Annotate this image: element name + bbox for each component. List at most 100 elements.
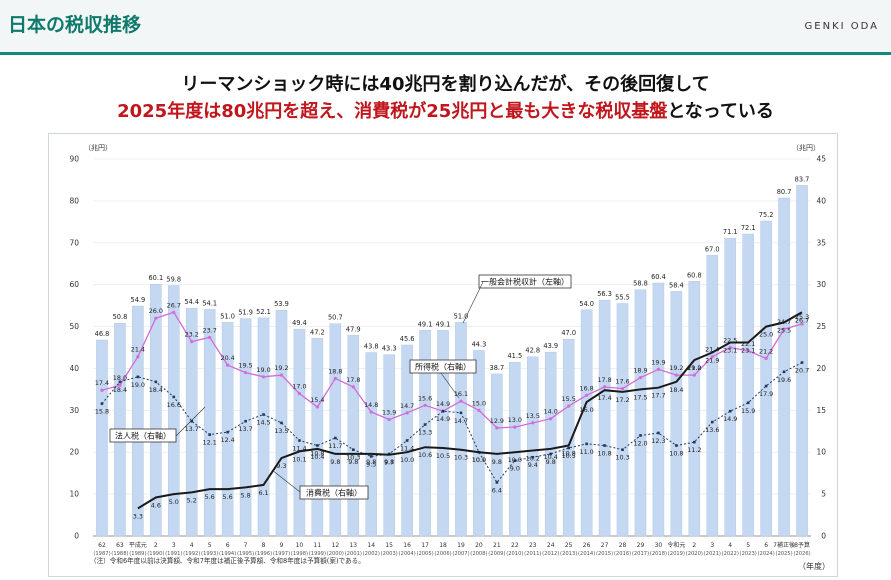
corporate-tax-value-label: 10.8 [597,450,611,458]
bar-general-total [383,354,395,537]
corporate-tax-point [800,361,804,364]
bar-general-total [437,330,449,537]
bar-value-label: 80.7 [777,188,792,196]
headline-red-2: 消費税が25兆円と最も大きな税収基盤 [354,101,668,122]
corporate-tax-value-label: 10.5 [562,452,576,460]
corporate-tax-value-label: 14.9 [436,415,450,423]
x-tick-label: 5 [746,542,750,549]
headline-tail: となっている [667,101,774,122]
consumption-tax-line [137,311,803,510]
consumption-tax-value-label: 18.4 [669,386,683,394]
x-tick-label: 4 [728,542,732,549]
x-tick-label: 令和元 [667,541,685,549]
bar-value-label: 51.9 [238,309,253,317]
corporate-tax-value-label: 9.0 [510,465,520,473]
corporate-tax-line [101,362,803,484]
bar-general-total [455,322,467,537]
chart-frame [48,133,838,577]
corporate-tax-point [244,419,247,423]
x-tick-label: 16 [403,542,411,549]
corporate-tax-point [154,380,158,384]
corporate-tax-value-label: 14.9 [723,415,737,423]
x-year-label: (2020) [686,551,703,557]
legend-consumption-leader [271,469,301,493]
income-tax-point [261,375,266,379]
bar-value-label: 58.4 [669,281,684,289]
x-year-label: (2022) [722,551,739,557]
x-year-label: (1990) [147,551,164,557]
corporate-tax-point [298,439,301,442]
corporate-tax-point [513,459,517,462]
x-year-label: (2019) [668,551,685,557]
income-tax-value-label: 26.7 [167,301,181,309]
corporate-tax-value-label: 12.3 [651,437,665,445]
corporate-tax-point [459,411,463,415]
corporate-tax-value-label: 11.4 [292,444,306,452]
corporate-tax-value-label: 9.4 [528,461,538,469]
brand-label: GENKI ODA [804,21,879,32]
x-year-label: (2014) [578,551,595,557]
consumption-tax-value-label: 5.6 [223,493,233,501]
bar-value-label: 60.8 [687,271,702,279]
bar-value-label: 54.9 [131,296,146,304]
income-tax-value-label: 13.0 [508,416,522,424]
corporate-tax-value-label: 12.1 [203,439,217,447]
bar-value-label: 56.3 [597,290,612,298]
consumption-tax-value-label: 5.6 [205,493,215,501]
x-axis-unit: （年度） [798,561,830,571]
income-tax-point [315,405,319,409]
x-year-label: (2018) [650,551,667,557]
left-axis-unit: （兆円） [84,143,112,152]
bar-general-total [257,317,270,537]
left-tick-label: 40 [69,364,79,373]
consumption-tax-value-label: 10.0 [472,456,486,464]
headline-line2: 2025年度は80兆円を超え、消費税が25兆円と最も大きな税収基盤となっている [0,97,891,123]
income-tax-value-label: 13.5 [526,412,540,420]
right-tick-label: 45 [816,155,826,164]
x-year-label: (1999) [309,551,326,557]
x-tick-label: 25 [565,542,573,549]
bar-value-label: 46.8 [95,330,110,338]
income-tax-value-label: 22.1 [741,340,755,348]
income-tax-point [172,310,176,314]
bar-general-total [796,185,808,537]
corporate-tax-point [351,448,355,452]
bar-general-total [96,339,108,537]
income-tax-point [638,376,643,380]
consumption-tax-value-label: 10.1 [292,455,306,463]
legend-income-tax-box [409,359,477,374]
x-year-label: (2005) [416,551,433,557]
corporate-tax-point [190,419,194,423]
income-tax-point [100,388,104,392]
bar-value-label: 60.1 [148,274,163,282]
corporate-tax-value-label: 18.4 [113,386,127,394]
x-year-label: (2012) [542,551,559,557]
x-tick-label: 10 [296,542,304,549]
bar-value-label: 41.5 [507,352,522,360]
consumption-tax-value-label: 26.7 [795,316,809,324]
legend-general-leader [462,281,484,324]
x-tick-label: 7 [244,542,248,549]
x-tick-label: 62 [98,542,106,549]
x-year-label: (1989) [129,551,146,557]
bar-general-total [742,233,754,537]
corporate-tax-point [639,434,642,437]
headline-line1: リーマンショック時には40兆円を割り込んだが、その後回復して [181,74,710,95]
left-tick-label: 60 [69,280,79,289]
corporate-tax-value-label: 16.6 [167,401,181,409]
corporate-tax-value-label: 13.7 [238,425,252,433]
corporate-tax-value-label: 17.9 [759,390,773,398]
corporate-tax-point [728,409,732,413]
bar-value-label: 47.2 [310,328,325,336]
consumption-tax-value-label: 10.4 [544,453,558,461]
right-tick-label: 20 [816,364,826,373]
bar-value-label: 54.4 [184,298,199,306]
bar-value-label: 54.0 [579,300,594,308]
consumption-tax-value-label: 17.7 [651,392,665,400]
x-year-label: (2009) [488,551,505,557]
consumption-tax-value-label: 10.8 [562,450,576,458]
income-tax-value-label: 14.0 [544,408,558,416]
income-tax-point [405,411,409,415]
corporate-tax-point [316,444,319,447]
